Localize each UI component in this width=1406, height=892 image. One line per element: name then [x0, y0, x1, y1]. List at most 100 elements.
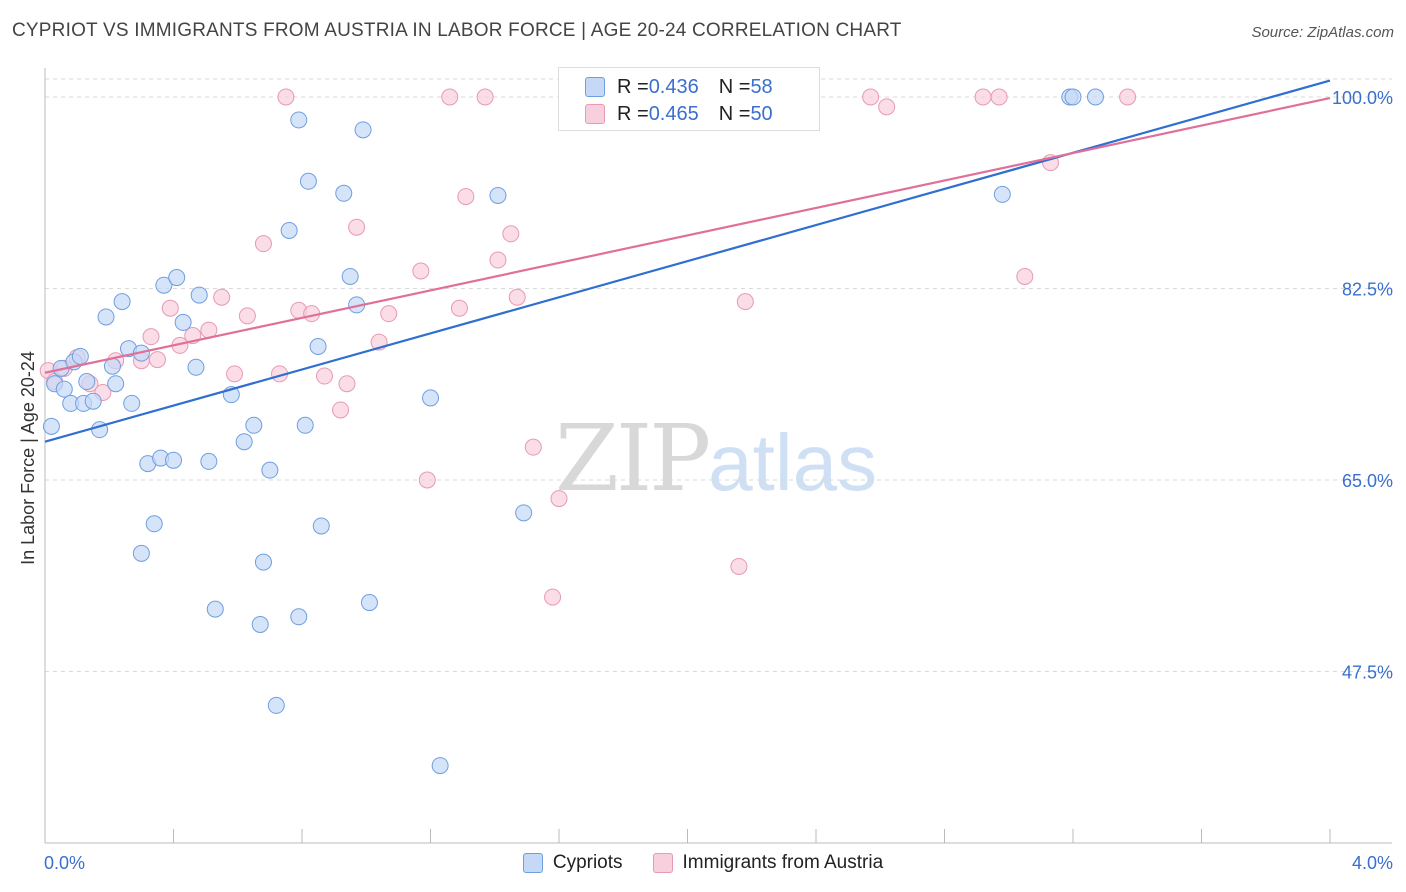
y-tick-label: 47.5%	[1342, 663, 1393, 683]
cypriot-point	[1086, 88, 1104, 106]
cypriot-point	[254, 553, 272, 571]
cypriot-point	[267, 696, 285, 714]
cypriot-point	[515, 504, 533, 522]
legend-item-cypriots[interactable]: Cypriots	[522, 852, 623, 874]
cypriot-point	[335, 184, 353, 202]
cypriot-point	[165, 451, 182, 469]
legend-swatch-austria	[652, 853, 673, 873]
austria-point	[418, 471, 436, 489]
cypriot-point	[312, 517, 330, 535]
source-label: Source: ZipAtlas.com	[1251, 24, 1394, 41]
legend-n-label: N =	[718, 75, 751, 98]
austria-point	[508, 288, 526, 306]
watermark: ZIPatlas	[555, 405, 877, 512]
cypriot-point	[123, 394, 141, 412]
legend-label-austria: Immigrants from Austria	[682, 852, 884, 873]
cypriot-point	[431, 757, 449, 775]
watermark-atlas: atlas	[708, 418, 878, 507]
legend-swatch-cypriots	[522, 853, 543, 873]
cypriot-point	[174, 313, 192, 331]
legend-row-cypriots: R = 0.436 N = 58	[585, 74, 773, 100]
cypriot-point	[354, 121, 372, 139]
cypriot-point	[206, 600, 224, 618]
austria-point	[441, 88, 459, 106]
austria-point	[161, 299, 179, 317]
austria-point	[502, 225, 520, 243]
y-tick-label: 65.0%	[1342, 471, 1393, 491]
austria-point	[550, 490, 568, 508]
austria-point	[1119, 88, 1137, 106]
austria-point	[1016, 267, 1034, 285]
cypriot-point	[132, 544, 150, 562]
austria-point	[450, 299, 468, 317]
cypriot-point	[97, 308, 115, 326]
y-axis-label: In Labor Force | Age 20-24	[18, 351, 38, 565]
legend-r-value: 0.465	[648, 102, 699, 125]
cypriot-point	[187, 358, 205, 376]
legend-row-austria: R = 0.465 N = 50	[585, 101, 773, 127]
cypriot-point	[1064, 88, 1082, 106]
cypriot-point	[78, 373, 96, 391]
austria-point	[238, 307, 256, 325]
cypriot-point	[341, 267, 359, 285]
cypriot-point	[84, 392, 102, 410]
cypriot-point	[245, 416, 263, 434]
cypriot-point	[290, 608, 308, 626]
austria-point	[226, 365, 244, 383]
legend-item-austria[interactable]: Immigrants from Austria	[652, 852, 884, 874]
cypriot-point	[251, 615, 269, 633]
cypriot-point	[145, 515, 163, 533]
austria-point	[457, 188, 475, 206]
cypriot-point	[155, 276, 173, 294]
austria-point	[142, 328, 160, 346]
austria-point	[489, 251, 507, 269]
austria-point	[254, 235, 272, 253]
x-tick-label: 0.0%	[44, 853, 85, 873]
cypriot-point	[299, 172, 317, 190]
watermark-zip: ZIP	[555, 405, 711, 512]
austria-point	[348, 218, 366, 236]
austria-point	[730, 557, 748, 575]
austria-point	[974, 88, 992, 106]
x-tick-label: 4.0%	[1352, 853, 1393, 873]
stats-legend: R = 0.436 N = 58 R = 0.465 N = 50	[558, 67, 820, 131]
series-legend: Cypriots Immigrants from Austria	[0, 852, 1406, 874]
cypriot-point	[107, 375, 125, 393]
cypriot-point	[113, 293, 131, 311]
cypriot-point	[261, 461, 279, 479]
austria-point	[412, 262, 430, 280]
austria-point	[990, 88, 1008, 106]
cypriot-point	[200, 452, 218, 470]
cypriot-point	[190, 286, 208, 304]
trend-lines	[44, 79, 1331, 443]
y-tick-label: 82.5%	[1342, 280, 1393, 300]
tick-labels: 47.5% 65.0% 82.5% 100.0% 0.0% 4.0%	[44, 88, 1393, 873]
austria-trend-line	[44, 97, 1331, 374]
austria-point	[544, 588, 562, 606]
austria-point	[277, 88, 295, 106]
austria-point	[148, 351, 166, 369]
austria-point	[332, 401, 350, 419]
legend-n-value: 50	[750, 102, 773, 125]
cypriot-trend-line	[44, 79, 1331, 443]
legend-r-label: R =	[617, 75, 649, 98]
austria-point	[213, 288, 231, 306]
cypriot-point	[290, 111, 308, 129]
austria-point	[524, 438, 542, 456]
austria-point	[315, 367, 333, 385]
chart-title: CYPRIOT VS IMMIGRANTS FROM AUSTRIA IN LA…	[12, 20, 902, 41]
cypriot-point	[422, 389, 439, 407]
austria-point	[862, 88, 880, 106]
cypriot-point	[71, 347, 89, 365]
cypriot-point	[296, 416, 314, 434]
legend-swatch-cypriots	[585, 77, 605, 97]
austria-point	[476, 88, 494, 106]
legend-r-value: 0.436	[648, 75, 699, 98]
y-tick-label: 100.0%	[1332, 88, 1393, 108]
cypriot-point	[235, 433, 253, 451]
legend-n-label: N =	[718, 102, 751, 125]
austria-point	[736, 293, 754, 311]
grid-lines	[45, 78, 1392, 672]
cypriot-point	[360, 594, 378, 612]
